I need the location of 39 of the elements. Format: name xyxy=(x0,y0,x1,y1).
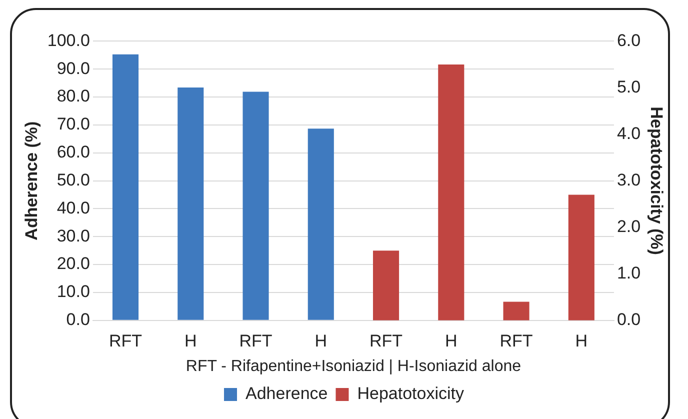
y2-axis-title: Hepatotoxicity (%) xyxy=(647,106,666,255)
bar xyxy=(503,302,530,320)
y-tick-label: 0.0 xyxy=(66,310,90,330)
bar xyxy=(438,64,464,320)
y2-tick-label: 5.0 xyxy=(616,77,641,96)
bar xyxy=(568,194,594,320)
x-tick-label: H xyxy=(575,331,588,350)
y-tick-label: 50.0 xyxy=(56,170,90,190)
y-tick-label: 80.0 xyxy=(56,86,90,106)
bar xyxy=(242,92,269,320)
y2-tick-label: 2.0 xyxy=(616,217,641,236)
y-tick-label: 70.0 xyxy=(56,114,90,134)
x-axis-title: RFT - Rifapentine+Isoniazid | H-Isoniazid alone xyxy=(186,358,522,375)
y-tick-label: 90.0 xyxy=(56,58,90,78)
bar xyxy=(112,54,139,320)
y-tick-label: 100.0 xyxy=(47,30,90,50)
y2-tick-label: 3.0 xyxy=(616,170,641,190)
x-tick-label: RFT xyxy=(108,331,142,350)
x-tick-label: RFT xyxy=(500,331,533,350)
y-tick-label: 60.0 xyxy=(56,142,90,162)
x-tick-label: H xyxy=(314,331,328,350)
y-tick-label: 10.0 xyxy=(56,282,90,302)
y2-tick-label: 6.0 xyxy=(616,30,641,50)
x-tick-label: RFT xyxy=(369,331,403,350)
y-tick-label: 20.0 xyxy=(56,254,90,274)
legend-label: Hepatotoxicity xyxy=(357,384,464,404)
y2-tick-label: 4.0 xyxy=(616,124,641,143)
x-tick-label: H xyxy=(445,331,458,350)
bar xyxy=(372,250,400,320)
legend-label: Adherence xyxy=(246,384,328,404)
bar xyxy=(308,128,334,320)
x-tick-label: H xyxy=(184,331,197,350)
y2-tick-label: 0.0 xyxy=(616,310,641,330)
x-tick-label: RFT xyxy=(239,331,272,350)
bar xyxy=(178,88,204,320)
y-axis-title: Adherence (%) xyxy=(22,121,41,240)
y2-tick-label: 1.0 xyxy=(616,264,641,283)
y-tick-label: 30.0 xyxy=(56,226,90,246)
y-tick-label: 40.0 xyxy=(56,198,90,218)
